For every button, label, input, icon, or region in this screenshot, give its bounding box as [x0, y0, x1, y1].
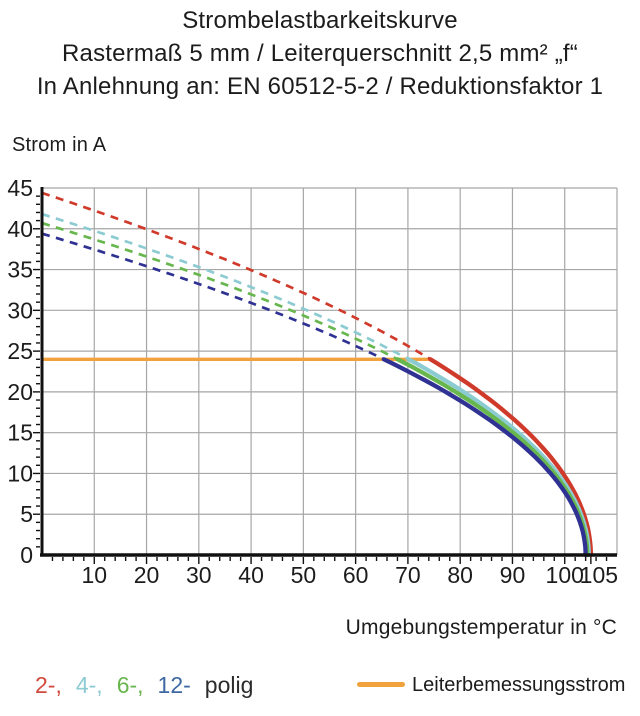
title-line-3: In Anlehnung an: EN 60512-5-2 / Reduktio…: [36, 73, 604, 100]
x-tick-label: 90: [500, 562, 526, 588]
y-tick-label: 15: [7, 420, 33, 446]
curve-dashed-12-polig: [41, 232, 385, 361]
x-tick-label: 30: [186, 562, 212, 588]
legend-pole-item: 4-,: [75, 672, 103, 698]
x-tick-label: 40: [238, 562, 264, 588]
rated-current-line-swatch: [357, 682, 405, 687]
rated-current-legend-label: Leiterbemessungsstrom: [412, 674, 626, 696]
poles-legend-suffix: polig: [204, 672, 254, 698]
title-line-2: Rastermaß 5 mm / Leiterquerschnitt 2,5 m…: [62, 40, 578, 67]
y-tick-label: 25: [7, 338, 33, 364]
y-axis-title: Strom in A: [12, 134, 107, 156]
curve-dashed-2-polig: [41, 191, 432, 361]
x-tick-label: 20: [134, 562, 160, 588]
curve-solid-2-polig: [428, 357, 594, 558]
x-tick-label: 60: [343, 562, 369, 588]
x-tick-label: 80: [447, 562, 473, 588]
curve-solid-6-polig: [395, 357, 590, 558]
chart-canvas: 0 5 10 15 20 25 30 35 40 45 10 20 30 40 50 60 70 80 90 1001…: [7, 175, 618, 588]
x-tick-label: 50: [291, 562, 317, 588]
y-tick-label: 10: [7, 460, 33, 486]
x-tick-label: 105: [580, 562, 618, 588]
y-tick-label: 35: [7, 257, 33, 283]
legend-pole-item: 6-,: [116, 672, 144, 698]
x-tick-label: 100: [546, 562, 584, 588]
x-tick-label: 10: [81, 562, 107, 588]
y-tick-label: 30: [7, 297, 33, 323]
chart-title-block: Strombelastbarkeitskurve Rastermaß 5 mm …: [0, 0, 640, 103]
x-axis-title: Umgebungstemperatur in °C: [345, 616, 617, 639]
title-line-1: Strombelastbarkeitskurve: [182, 7, 458, 34]
legend-pole-item: 12-: [157, 672, 191, 698]
curve-dashed-4-polig: [41, 212, 410, 361]
legend-pole-item: 2-,: [35, 672, 62, 698]
y-tick-label: 0: [20, 542, 33, 568]
y-tick-label: 5: [20, 501, 33, 527]
x-tick-label: 70: [395, 562, 421, 588]
y-tick-label: 20: [7, 379, 33, 405]
curve-solid-4-polig: [406, 357, 591, 558]
poles-legend: 2-, 4-, 6-, 12- polig: [35, 672, 253, 699]
y-tick-label: 45: [7, 175, 33, 201]
curve-solid-12-polig: [381, 357, 588, 558]
y-tick-label: 40: [7, 216, 33, 242]
curve-dashed-6-polig: [41, 221, 399, 361]
